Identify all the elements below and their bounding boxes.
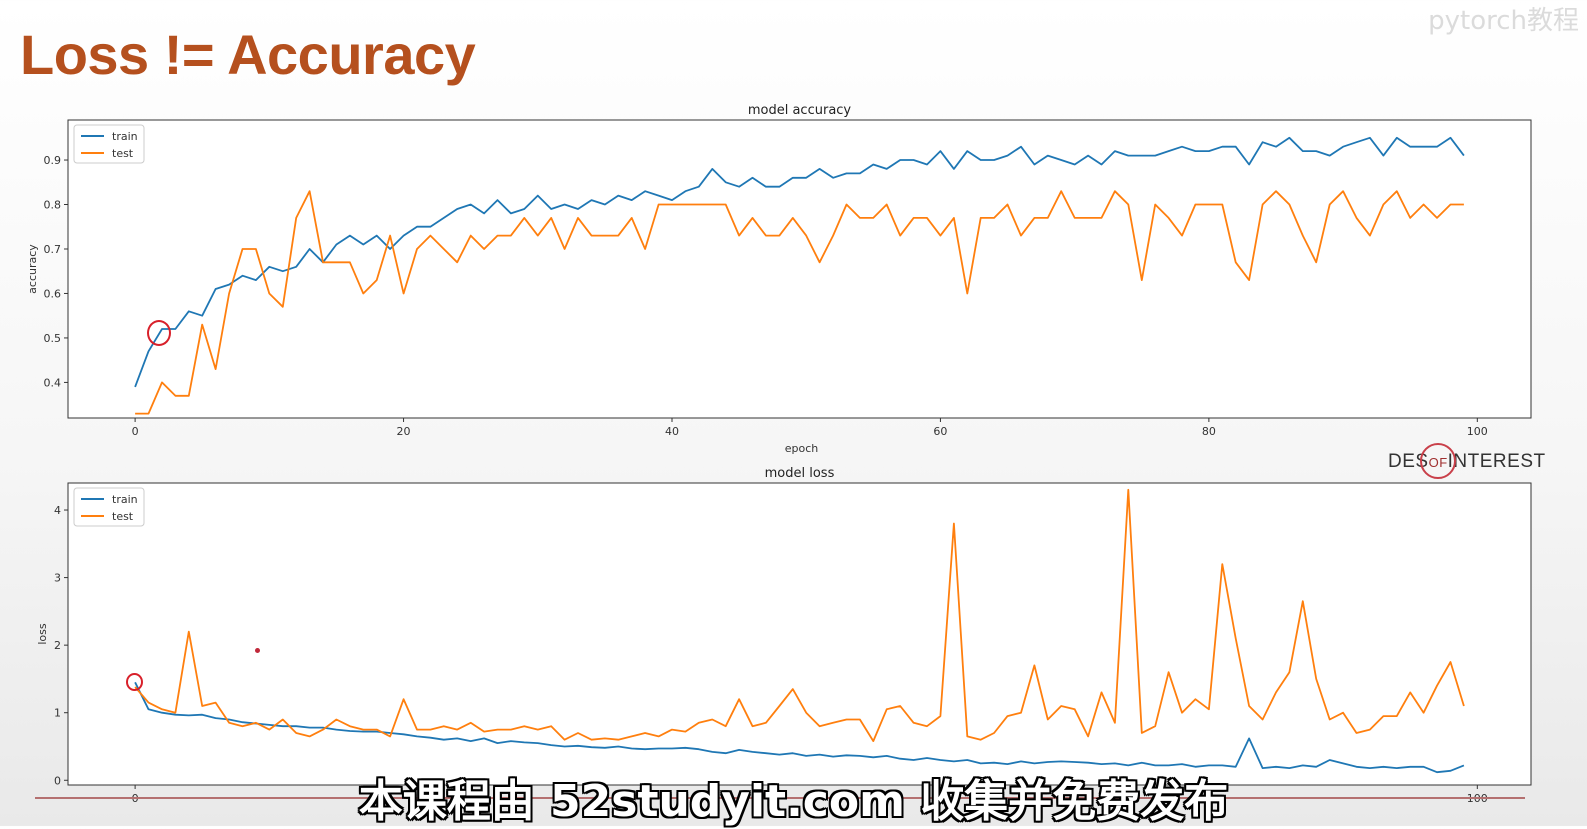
brand-circle-mark [1420, 443, 1456, 479]
loss-chart: model loss010001234losstraintest [36, 466, 1532, 805]
annotation-circle-loss [126, 673, 143, 691]
loss-ytick-label: 0 [54, 774, 61, 787]
loss-y-axis-label: loss [36, 623, 49, 645]
loss-series-test-line [134, 488, 1465, 742]
accuracy-chart: model accuracy 0 20 40 60 80 100 0.4 0.5 0.6 0.7 0.… [26, 103, 1532, 455]
slide-bottom-rule [35, 797, 1525, 799]
loss-legend-label-test: test [112, 510, 134, 523]
video-watermark: pytorch教程 [1428, 6, 1579, 36]
accuracy-xtick-label: 0 [132, 425, 139, 438]
accuracy-legend-label-test: test [112, 147, 134, 160]
loss-ytick-label: 3 [54, 572, 61, 585]
accuracy-ytick-label: 0.5 [44, 332, 62, 345]
brand-right-text: INTEREST [1447, 451, 1546, 472]
accuracy-ytick-label: 0.9 [44, 154, 62, 167]
video-subtitle: 本课程由 52studyit.com 收集并免费发布 [358, 776, 1229, 827]
accuracy-y-axis-label: accuracy [26, 244, 39, 294]
accuracy-plot-frame [67, 119, 1532, 419]
loss-legend-label-train: train [112, 493, 138, 506]
accuracy-xtick-label: 40 [665, 425, 679, 438]
accuracy-legend-label-train: train [112, 130, 138, 143]
brand-left-text: DES [1388, 451, 1429, 472]
annotation-dot [255, 648, 260, 653]
loss-ytick-label: 1 [54, 707, 61, 720]
loss-ytick-label: 4 [54, 504, 61, 517]
accuracy-ytick-label: 0.7 [44, 243, 62, 256]
loss-plot-frame [67, 482, 1532, 786]
loss-ytick-label: 2 [54, 639, 61, 652]
accuracy-ytick-label: 0.8 [44, 199, 62, 212]
accuracy-xtick-label: 20 [397, 425, 411, 438]
accuracy-chart-title: model accuracy [748, 103, 852, 118]
accuracy-x-axis-label: epoch [785, 442, 819, 455]
loss-series-train-line [134, 681, 1465, 774]
accuracy-ytick-label: 0.4 [44, 376, 62, 389]
loss-chart-title: model loss [765, 466, 835, 481]
brand-logo: DESOFINTEREST [1388, 451, 1546, 473]
annotation-circle-accuracy [147, 320, 171, 346]
accuracy-series-test-line [135, 190, 1464, 415]
accuracy-series-train-line [134, 136, 1465, 388]
slide-title: Loss != Accuracy [20, 23, 476, 86]
accuracy-ytick-label: 0.6 [44, 287, 62, 300]
accuracy-xtick-label: 80 [1202, 425, 1216, 438]
accuracy-xtick-label: 100 [1467, 425, 1488, 438]
accuracy-xtick-label: 60 [933, 425, 947, 438]
